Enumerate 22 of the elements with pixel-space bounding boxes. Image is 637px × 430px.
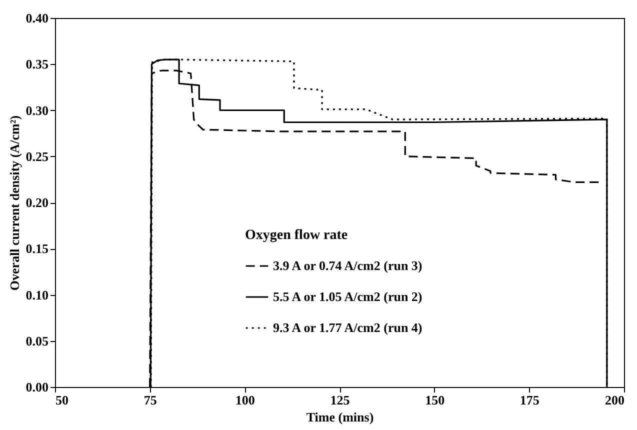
legend-label: 3.9 A or 0.74 A/cm2 (run 3)	[273, 258, 422, 273]
y-tick-label: 0.10	[26, 287, 48, 302]
y-tick-label: 0.20	[26, 195, 48, 210]
x-tick-label: 100	[235, 392, 255, 408]
y-tick-label: 0.00	[26, 380, 48, 394]
y-tick-label: 0.25	[26, 148, 49, 164]
x-tick-label: 200	[605, 392, 624, 408]
x-tick-label: 75	[144, 392, 158, 408]
y-tick-label: 0.30	[26, 102, 48, 118]
y-tick-label: 0.15	[26, 241, 49, 256]
y-axis-title: Overall current density (A/cm²)	[6, 115, 22, 291]
legend-title: Oxygen flow rate	[245, 228, 348, 243]
y-tick-label: 0.35	[26, 56, 49, 72]
x-tick-label: 150	[425, 392, 445, 408]
legend-label: 9.3 A or 1.77 A/cm2 (run 4)	[273, 320, 422, 335]
x-tick-label: 175	[520, 392, 540, 408]
y-tick-label: 0.05	[26, 333, 49, 348]
legend-label: 5.5 A or 1.05 A/cm2 (run 2)	[273, 289, 422, 304]
y-tick-label: 0.40	[26, 10, 48, 26]
x-tick-label: 125	[330, 392, 350, 408]
x-tick-label: 50	[56, 392, 68, 408]
x-axis-title: Time (mins)	[306, 410, 374, 424]
